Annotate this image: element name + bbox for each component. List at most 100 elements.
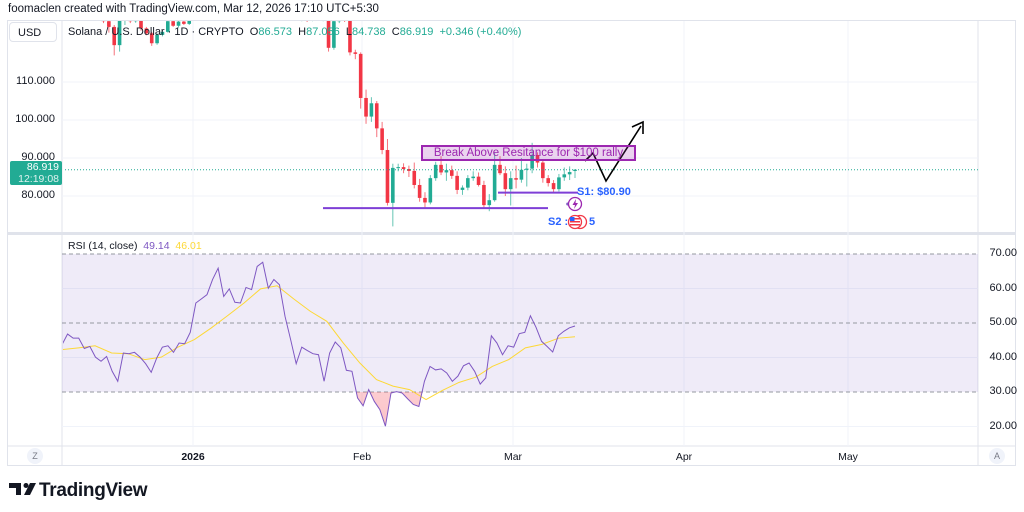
auto-scale-button[interactable]: A <box>989 448 1005 464</box>
candle <box>112 25 117 56</box>
candle-body <box>91 0 95 2</box>
candle-body <box>557 177 561 190</box>
candle-body <box>332 21 336 48</box>
candle <box>476 172 481 187</box>
candle <box>471 171 475 181</box>
candle <box>412 162 417 189</box>
candle-body <box>573 169 577 172</box>
price-axis-label: 90.000 <box>21 151 55 163</box>
rsi-ma-value: 46.01 <box>175 240 202 252</box>
candle-body <box>187 21 192 24</box>
candle <box>75 0 79 2</box>
flash-icon[interactable] <box>566 196 583 212</box>
candle-body <box>407 169 411 171</box>
candle-body <box>198 4 202 12</box>
candle <box>353 49 358 60</box>
change-value: +0.346 (+0.40%) <box>439 26 522 38</box>
candle-body <box>567 172 572 175</box>
rsi-title: RSI (14, close) <box>68 240 138 252</box>
grid <box>62 21 978 446</box>
candle <box>101 21 106 24</box>
candle <box>503 166 508 196</box>
candle-body <box>311 16 315 20</box>
candle <box>358 52 363 109</box>
candle-body <box>289 6 293 12</box>
candle-body <box>300 16 304 18</box>
candle <box>128 21 133 24</box>
candle-body <box>546 178 551 184</box>
candle-body <box>444 170 449 173</box>
candle-body <box>471 176 475 179</box>
candle-body <box>482 184 486 206</box>
time-axis-label: May <box>838 451 858 463</box>
last-price-value: 86.919 <box>26 161 59 173</box>
candle <box>123 18 127 25</box>
candle-body <box>514 178 518 180</box>
candle-body <box>343 17 347 20</box>
low-value: 84.738 <box>351 26 386 38</box>
candle-body <box>503 173 508 190</box>
candle <box>193 10 197 19</box>
rsi-ma-line <box>63 285 576 401</box>
rsi-axis-label: 40.00 <box>989 350 1017 363</box>
candle-body <box>498 164 502 174</box>
candle-body <box>107 21 111 27</box>
candle-body <box>396 167 400 169</box>
candle <box>337 21 342 24</box>
candle <box>279 0 283 2</box>
candle <box>326 21 331 52</box>
candle-body <box>455 175 459 190</box>
rsi-axis[interactable]: 70.00 60.00 50.00 40.00 30.00 20.00 <box>978 0 1017 446</box>
symbol-legend: Solana / U.S. Dollar · 1D · CRYPTO O86.5… <box>68 26 521 38</box>
annotation-box[interactable]: Break Above Resitance for $100 rally <box>421 145 636 161</box>
candle <box>209 0 213 2</box>
rsi-axis-label: 50.00 <box>989 316 1017 328</box>
candle <box>160 30 165 37</box>
candle-body <box>96 2 100 13</box>
symbol-title[interactable]: Solana / U.S. Dollar · 1D · CRYPTO <box>68 26 244 38</box>
us-flag-icon[interactable] <box>567 214 588 230</box>
candles <box>75 0 577 227</box>
candle-body <box>374 103 379 129</box>
candle-body <box>412 170 417 185</box>
candle-body <box>321 17 325 19</box>
candle <box>573 169 577 178</box>
rsi-axis-label: 20.00 <box>989 419 1017 432</box>
candle-body <box>364 97 368 117</box>
candle <box>295 10 299 20</box>
candle-body <box>508 178 513 190</box>
candle <box>332 21 336 50</box>
candle <box>343 17 347 22</box>
candle-body <box>428 178 433 203</box>
close-value: 86.919 <box>399 26 434 38</box>
candle-body <box>112 26 117 46</box>
s2-label-right[interactable]: 5 <box>589 216 596 228</box>
currency-button[interactable]: USD <box>9 22 57 42</box>
price-axis[interactable]: 110.000 100.000 90.000 80.000 <box>7 0 57 240</box>
candle <box>139 21 143 31</box>
candle-body <box>353 52 358 54</box>
s1-label[interactable]: S1: $80.90 <box>577 186 631 198</box>
candle-body <box>123 18 127 20</box>
scale-z-button[interactable]: Z <box>27 448 43 464</box>
candle <box>562 167 567 181</box>
candle-body <box>204 0 208 4</box>
candle <box>306 21 308 22</box>
candle <box>182 21 186 25</box>
s2-label-left[interactable]: S2 : <box>548 216 569 228</box>
candle <box>166 21 170 33</box>
candle <box>107 21 111 33</box>
candle-body <box>562 174 567 178</box>
bar-countdown: 12:19:08 <box>18 173 59 185</box>
rsi-legend[interactable]: RSI (14, close) 49.14 46.01 <box>68 240 202 252</box>
candle-body <box>133 21 138 22</box>
projection-path[interactable] <box>584 125 642 183</box>
candle <box>541 159 545 183</box>
candle-body <box>541 162 545 179</box>
candle <box>117 21 122 52</box>
tradingview-logo[interactable]: TradingView <box>9 480 148 502</box>
chart-credit: foomaclen created with TradingView.com, … <box>8 3 379 15</box>
candle-body <box>155 34 159 44</box>
candle <box>391 163 395 227</box>
